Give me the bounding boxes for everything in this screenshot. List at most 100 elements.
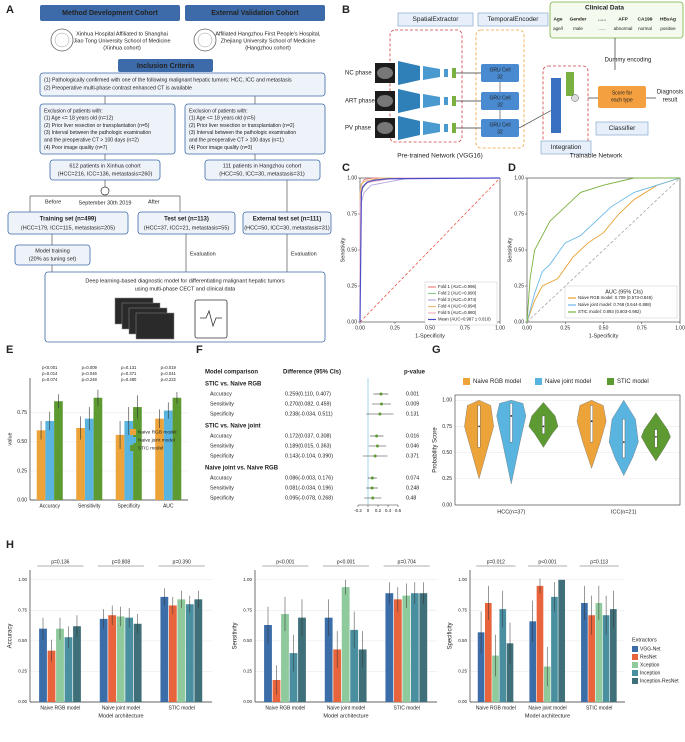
bar xyxy=(264,625,272,702)
split-label: After xyxy=(148,199,160,205)
hospital-logo xyxy=(193,28,217,52)
hospital-name: Jiao Tong University School of Medicine xyxy=(73,38,170,44)
feature-vector xyxy=(452,123,456,133)
clinical-value: abnormal xyxy=(614,26,633,31)
ci-label: 0.095(-0.078, 0.268) xyxy=(285,495,333,501)
clinical-value: normal xyxy=(638,26,652,31)
x-tick-label: 0.75 xyxy=(637,325,647,331)
integration-box xyxy=(542,65,589,147)
y-tick-label: 0.25 xyxy=(18,669,27,674)
legend-swatch xyxy=(632,662,638,668)
cnn-block xyxy=(444,124,448,132)
cnn-block xyxy=(398,89,420,113)
y-tick-label: 0.25 xyxy=(514,283,524,289)
cnn-block xyxy=(398,116,420,140)
hospital-name: (Xinhua cohort) xyxy=(103,45,141,51)
bar xyxy=(185,604,194,702)
y-tick-label: 0.25 xyxy=(458,669,467,674)
p-value: p=0.014 xyxy=(42,371,58,376)
exclusion-text: (2) Prior liver resection or transplanta… xyxy=(189,123,295,129)
p-value: p<0.001 xyxy=(42,365,58,370)
cohort-total: (HCC=216, ICC=136, metastasis=260) xyxy=(58,171,153,177)
legend-label: Naive joint model xyxy=(545,379,591,385)
y-tick-label: 0.50 xyxy=(243,638,252,643)
spatial-box xyxy=(389,29,463,143)
p-value: p<0.001 xyxy=(276,559,294,565)
cnn-block xyxy=(423,121,440,135)
panel-label: A xyxy=(6,4,14,16)
y-tick-label: 1.00 xyxy=(458,577,467,582)
bar xyxy=(358,649,367,702)
clinical-box xyxy=(549,1,684,39)
bar xyxy=(124,420,134,500)
clinical-value: positive xyxy=(660,26,676,31)
y-tick-label: 0.50 xyxy=(442,450,452,456)
y-tick-label: 0.25 xyxy=(442,476,452,482)
legend-swatch xyxy=(130,445,136,451)
x-tick-label: STIC model xyxy=(168,705,194,711)
ci-label: 0.143(-0.104, 0.390) xyxy=(285,453,333,459)
y-tick-label: 0.50 xyxy=(18,638,27,643)
estimate-point xyxy=(375,444,379,448)
inclusion-text: (2) Preoperative multi-phase contrast en… xyxy=(44,85,192,91)
exclusion-text: Exclusion of patients with: xyxy=(44,108,103,114)
legend-box xyxy=(424,281,498,326)
p-value: p=0.704 xyxy=(398,559,416,565)
group-label: STIC vs. Naive RGB xyxy=(205,382,262,388)
phase-label: NC phase xyxy=(345,71,372,77)
y-axis-label: Sensitivity xyxy=(507,237,513,262)
y-tick-label: 0.75 xyxy=(458,608,467,613)
x-axis-label: Model architecture xyxy=(323,713,368,719)
legend-label: Mean (AUC=0.987 ± 0.010) xyxy=(438,317,491,322)
cohort-total: 111 patients in Hangzhou cohort xyxy=(223,163,302,169)
panel-label: B xyxy=(342,4,350,16)
bar xyxy=(350,629,359,702)
y-tick-label: 0.75 xyxy=(514,211,524,217)
legend-swatch xyxy=(463,378,470,385)
gru-label: GRU Cell xyxy=(489,122,510,128)
y-tick-label: 1.00 xyxy=(243,577,252,582)
hospital-logo xyxy=(197,32,213,48)
gru-cell xyxy=(481,119,519,137)
group-label: STIC vs. Naive joint xyxy=(205,424,261,430)
exclusion-text: (2) Prior liver resection or transplanta… xyxy=(44,123,150,129)
roc-curve xyxy=(526,177,681,323)
x-tick-label: 0.50 xyxy=(599,325,609,331)
p-value: p=0.808 xyxy=(112,559,130,565)
quartile-box xyxy=(622,418,626,459)
median-point xyxy=(478,425,480,428)
ct-slice xyxy=(377,122,393,134)
bar xyxy=(160,596,169,702)
x-tick-label: 0.25 xyxy=(560,325,570,331)
y-tick-label: 0.50 xyxy=(514,247,524,253)
legend-label: Inception xyxy=(640,670,661,676)
x-axis-label: Model architecture xyxy=(525,713,570,719)
inclusion-title: Inclusion Criteria xyxy=(137,63,194,70)
bar xyxy=(602,615,610,702)
concat-node xyxy=(571,94,579,102)
x-tick-label: Naive RGB model xyxy=(40,705,80,711)
cohort-title: Method Development Cohort xyxy=(62,10,158,17)
p-value: p=0.046 xyxy=(82,371,98,376)
bar xyxy=(419,593,428,702)
quartile-box xyxy=(590,405,593,443)
clinical-header: HBsAg xyxy=(660,16,676,22)
exclusion-text: and the preoperative CT > 100 days (n=2) xyxy=(44,138,139,144)
estimate-point xyxy=(370,476,374,480)
metric-label: Accuracy xyxy=(210,475,232,481)
bar xyxy=(54,401,63,500)
x-tick-label: Naive joint model xyxy=(528,705,566,711)
gru-label: GRU Cell xyxy=(489,67,510,73)
p-value: 0.48 xyxy=(406,495,416,501)
diagnosis-label: Diagnosis xyxy=(657,90,683,96)
x-tick-label: STIC model xyxy=(393,705,419,711)
classifier-box xyxy=(598,86,646,108)
bar xyxy=(402,595,411,702)
metric-label: Sensitivity xyxy=(210,485,234,491)
legend-title: Extractors xyxy=(632,637,657,643)
x-tick-label: 0.4 xyxy=(385,508,392,513)
x-tick-label: ICC(n=21) xyxy=(611,509,637,515)
bar xyxy=(45,420,55,500)
bar xyxy=(477,632,485,702)
